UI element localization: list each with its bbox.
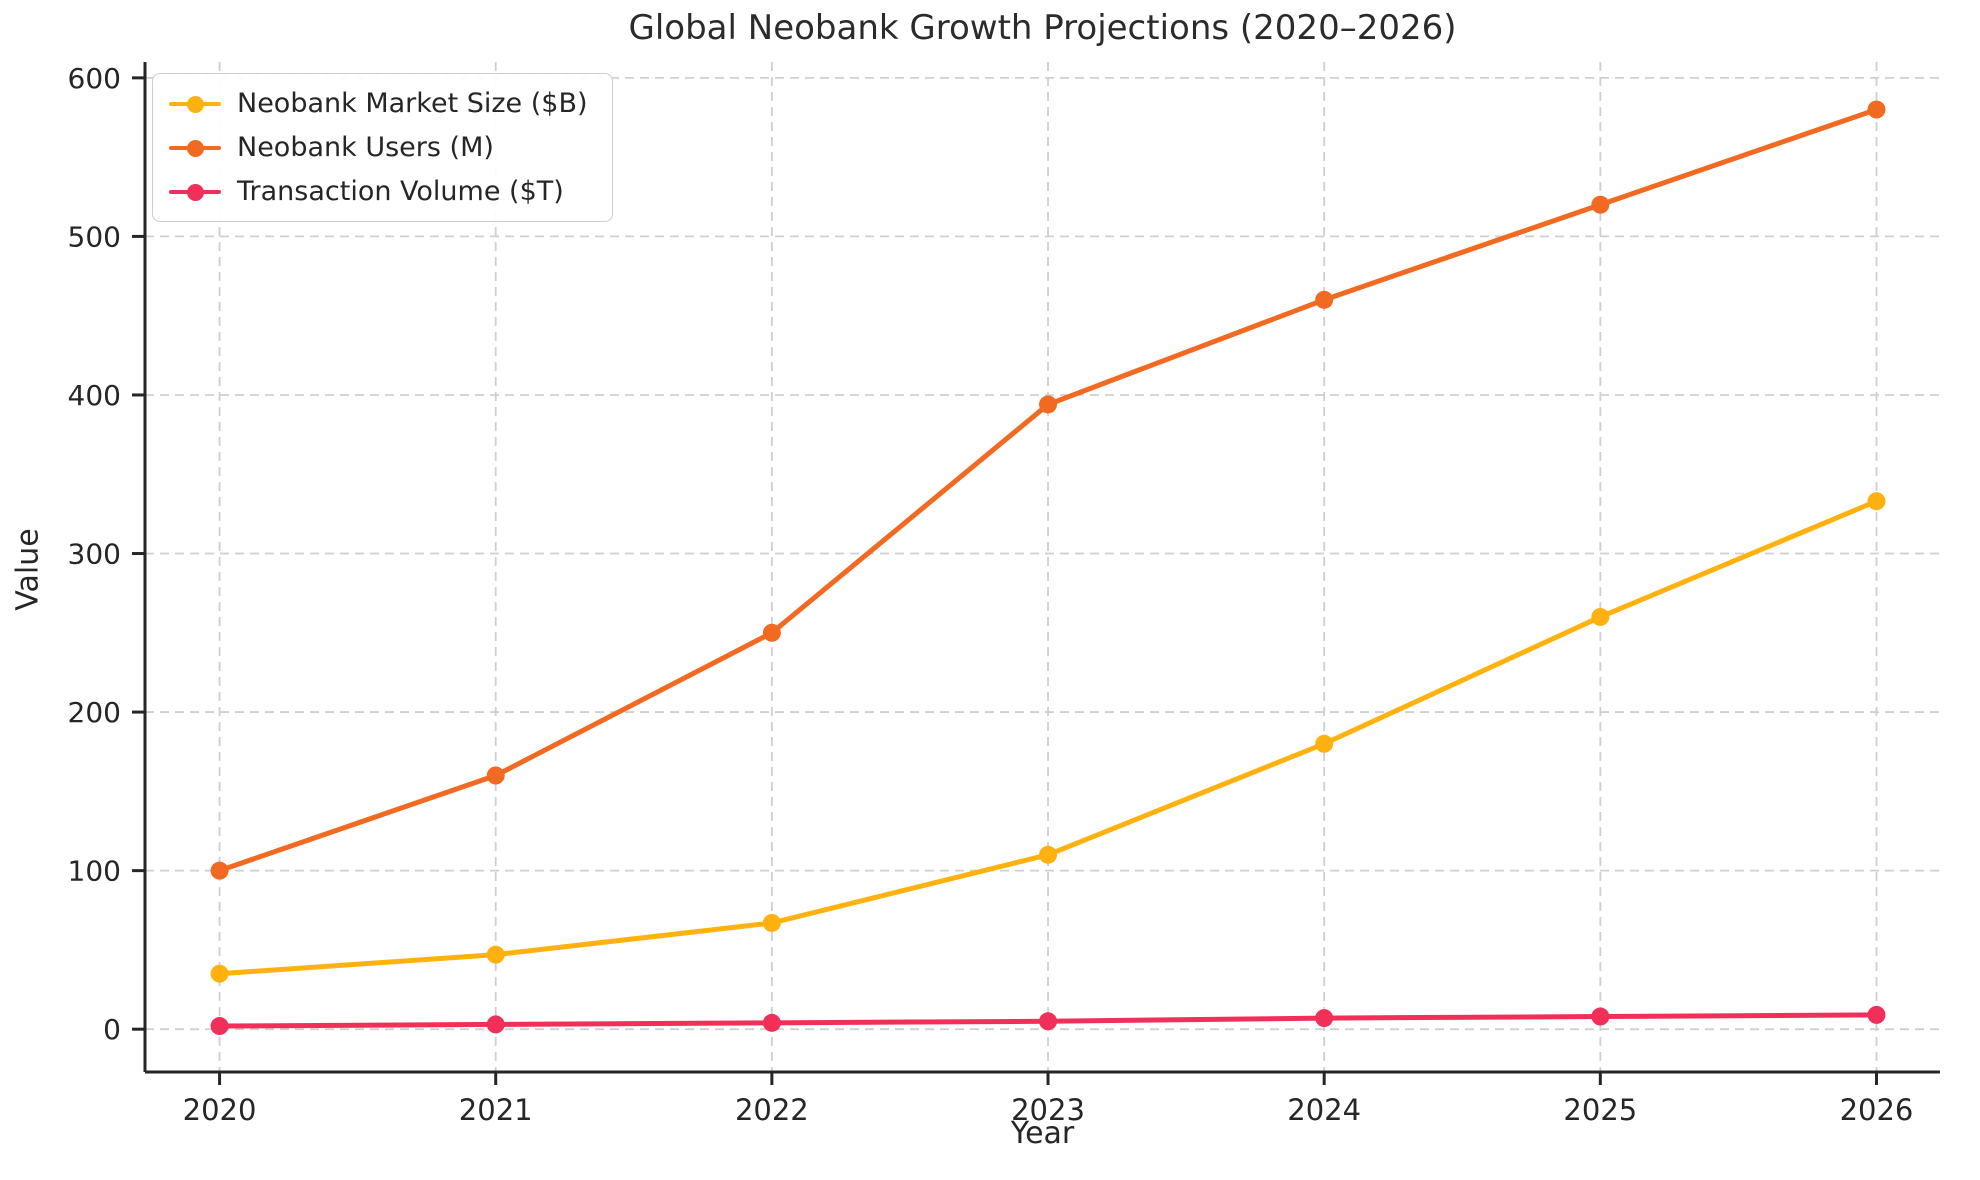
legend-label: Neobank Market Size ($B)	[237, 88, 588, 119]
x-axis-label: Year	[1010, 1116, 1075, 1151]
data-point-marker	[1591, 195, 1610, 214]
data-point-marker	[1315, 290, 1334, 309]
data-point-marker	[210, 1017, 229, 1036]
data-point-marker	[1867, 100, 1886, 119]
y-tick-label: 0	[103, 1013, 121, 1046]
data-point-marker	[486, 1015, 505, 1034]
y-tick-label: 100	[68, 855, 121, 888]
data-point-marker	[1039, 845, 1058, 864]
y-tick-label: 400	[68, 379, 121, 412]
x-tick-label: 2025	[1563, 1093, 1637, 1127]
data-point-marker	[1315, 1009, 1334, 1028]
legend-label: Neobank Users (M)	[237, 132, 494, 163]
data-point-marker	[1867, 492, 1886, 511]
data-point-marker	[1591, 1007, 1610, 1026]
legend-line-marker-icon	[169, 183, 221, 201]
legend-line-marker-icon	[169, 139, 221, 157]
x-tick-label: 2026	[1840, 1093, 1914, 1127]
data-point-marker	[210, 964, 229, 983]
data-point-marker	[1867, 1005, 1886, 1024]
legend-item: Neobank Users (M)	[169, 132, 588, 163]
legend-line-marker-icon	[169, 95, 221, 113]
data-point-marker	[762, 623, 781, 642]
data-point-marker	[1039, 1012, 1058, 1031]
data-point-marker	[762, 1013, 781, 1032]
legend-label: Transaction Volume ($T)	[237, 176, 564, 207]
x-tick-label: 2022	[735, 1093, 809, 1127]
x-tick-label: 2024	[1287, 1093, 1361, 1127]
data-point-marker	[1039, 395, 1058, 414]
y-tick-label: 600	[68, 62, 121, 95]
data-point-marker	[1591, 607, 1610, 626]
legend-item: Neobank Market Size ($B)	[169, 88, 588, 119]
data-point-marker	[210, 861, 229, 880]
x-tick-label: 2020	[183, 1093, 257, 1127]
y-axis-label: Value	[10, 528, 46, 611]
y-tick-label: 200	[68, 696, 121, 729]
data-point-marker	[1315, 734, 1334, 753]
x-tick-label: 2021	[459, 1093, 533, 1127]
legend: Neobank Market Size ($B) Neobank Users (M…	[152, 73, 613, 222]
data-point-marker	[762, 913, 781, 932]
x-tick-label: 2023	[1011, 1093, 1085, 1127]
y-tick-label: 300	[68, 538, 121, 571]
data-point-marker	[486, 766, 505, 785]
legend-item: Transaction Volume ($T)	[169, 176, 588, 207]
data-point-marker	[486, 945, 505, 964]
chart-title: Global Neobank Growth Projections (2020–…	[628, 8, 1457, 48]
y-tick-label: 500	[68, 220, 121, 253]
